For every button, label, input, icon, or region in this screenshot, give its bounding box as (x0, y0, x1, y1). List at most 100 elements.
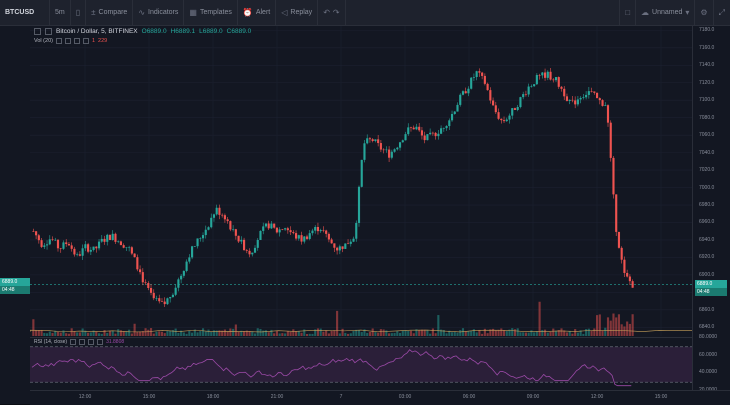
candle-body (513, 108, 517, 110)
volume-bar (185, 333, 188, 336)
volume-bar (221, 330, 224, 336)
save-layout-button[interactable]: ☁ Unnamed ▾ (635, 0, 694, 25)
volume-bar (368, 331, 372, 336)
candle-body (267, 223, 270, 229)
candle-body (45, 244, 49, 246)
rsi-settings-icon[interactable] (79, 339, 86, 345)
rsi-value: 31.8808 (106, 339, 125, 345)
volume-bar (40, 329, 43, 336)
candle-body (445, 126, 448, 129)
candle-body (37, 235, 40, 241)
countdown-label: 04:48 (695, 288, 727, 297)
candle-body (390, 151, 393, 158)
compare-button[interactable]: ± Compare (86, 0, 134, 25)
undo-button[interactable]: ↶ ↷ (318, 0, 346, 25)
price-chart-pane[interactable] (30, 26, 692, 336)
candle-body (125, 247, 128, 248)
time-tick-label: 18:00 (206, 394, 220, 400)
vol-eye-icon[interactable] (55, 38, 62, 44)
candle-body (117, 241, 120, 243)
volume-bar (519, 332, 522, 336)
candle-body (114, 233, 117, 242)
candle-body (155, 298, 158, 299)
volume-bar (415, 329, 418, 336)
volume-bar (571, 333, 574, 336)
volume-bar (349, 333, 352, 336)
rsi-more-icon[interactable] (97, 339, 104, 345)
volume-bar (226, 331, 229, 336)
symbol-search[interactable]: BTCUSD (0, 0, 50, 25)
candle-body (275, 227, 278, 233)
candle-body (352, 238, 355, 242)
replay-button[interactable]: ◁ Replay (276, 0, 319, 25)
volume-bar (84, 330, 87, 336)
rsi-close-icon[interactable] (88, 339, 95, 345)
compare-icon: ± (91, 8, 96, 17)
expand-icon: ⤢ (718, 7, 725, 17)
vol-settings-icon[interactable] (64, 38, 71, 44)
rsi-legend: RSI (14, close) 31.8808 (34, 339, 124, 345)
volume-bar (615, 317, 618, 336)
candle-body (541, 72, 544, 76)
volume-bar (601, 330, 604, 336)
indicators-button[interactable]: ∿ Indicators (133, 0, 185, 25)
volume-bar (582, 333, 585, 336)
volume-bar (180, 330, 183, 336)
bar-style-button[interactable]: ▯ (71, 0, 87, 25)
candle-body (180, 275, 183, 280)
volume-bar (278, 333, 281, 336)
interval-button[interactable]: 5m (50, 0, 71, 25)
volume-bar (418, 330, 421, 336)
candle-body (259, 230, 262, 240)
volume-bar (360, 332, 363, 336)
volume-bar (248, 331, 251, 336)
volume-bar (352, 331, 355, 336)
candle-body (292, 232, 295, 234)
volume-bar (448, 330, 451, 336)
templates-button[interactable]: ▦ Templates (184, 0, 238, 25)
candle-body (48, 239, 51, 245)
candle-body (284, 228, 287, 230)
replay-label: Replay (290, 9, 313, 16)
fullscreen-window-button[interactable]: □ (619, 0, 635, 25)
legend-settings-icon[interactable] (45, 28, 52, 35)
price-axis[interactable]: 7180.0 7160.0 7140.0 7120.0 7100.0 7080.0 7060… (692, 26, 730, 393)
volume-legend: Vol (20) 1 229 (34, 38, 107, 44)
legend-toggle-icon[interactable] (34, 28, 41, 35)
candle-body (368, 138, 372, 140)
candle-body (149, 287, 153, 293)
vol-more-icon[interactable] (82, 38, 89, 44)
candle-body (237, 235, 240, 242)
settings-button[interactable]: ⚙ (694, 0, 712, 25)
volume-bar (609, 320, 612, 336)
vol-close-icon[interactable] (73, 38, 80, 44)
candle-body (440, 128, 443, 134)
volume-bar (508, 329, 511, 336)
volume-bar (379, 329, 382, 336)
candle-body (70, 245, 73, 249)
rsi-pane[interactable] (30, 337, 692, 391)
candle-body (593, 91, 596, 93)
volume-bar (549, 331, 552, 336)
rsi-eye-icon[interactable] (70, 339, 77, 345)
volume-bar (48, 331, 51, 336)
volume-bar (456, 332, 459, 336)
volume-bar (67, 333, 71, 336)
candle-body (478, 71, 481, 73)
price-tick-label: 6840.0 (699, 324, 715, 331)
candle-body (486, 83, 489, 91)
candle-body (141, 272, 144, 283)
volume-bar (497, 329, 500, 336)
alert-button[interactable]: ⏰ Alert (238, 0, 277, 25)
candle-body (59, 248, 62, 249)
volume-bar (158, 331, 161, 336)
fullscreen-button[interactable]: ⤢ (712, 0, 730, 25)
candle-body (185, 261, 188, 271)
candle-body (371, 139, 374, 141)
volume-bar (412, 333, 415, 336)
volume-bar (275, 331, 278, 336)
candle-body (81, 248, 84, 256)
price-tick-label: 7020.0 (699, 167, 715, 174)
time-axis[interactable]: 12:00 15:00 18:00 21:00 7 03:00 06:00 09:00 12:0… (30, 390, 730, 405)
volume-bar (212, 330, 216, 336)
